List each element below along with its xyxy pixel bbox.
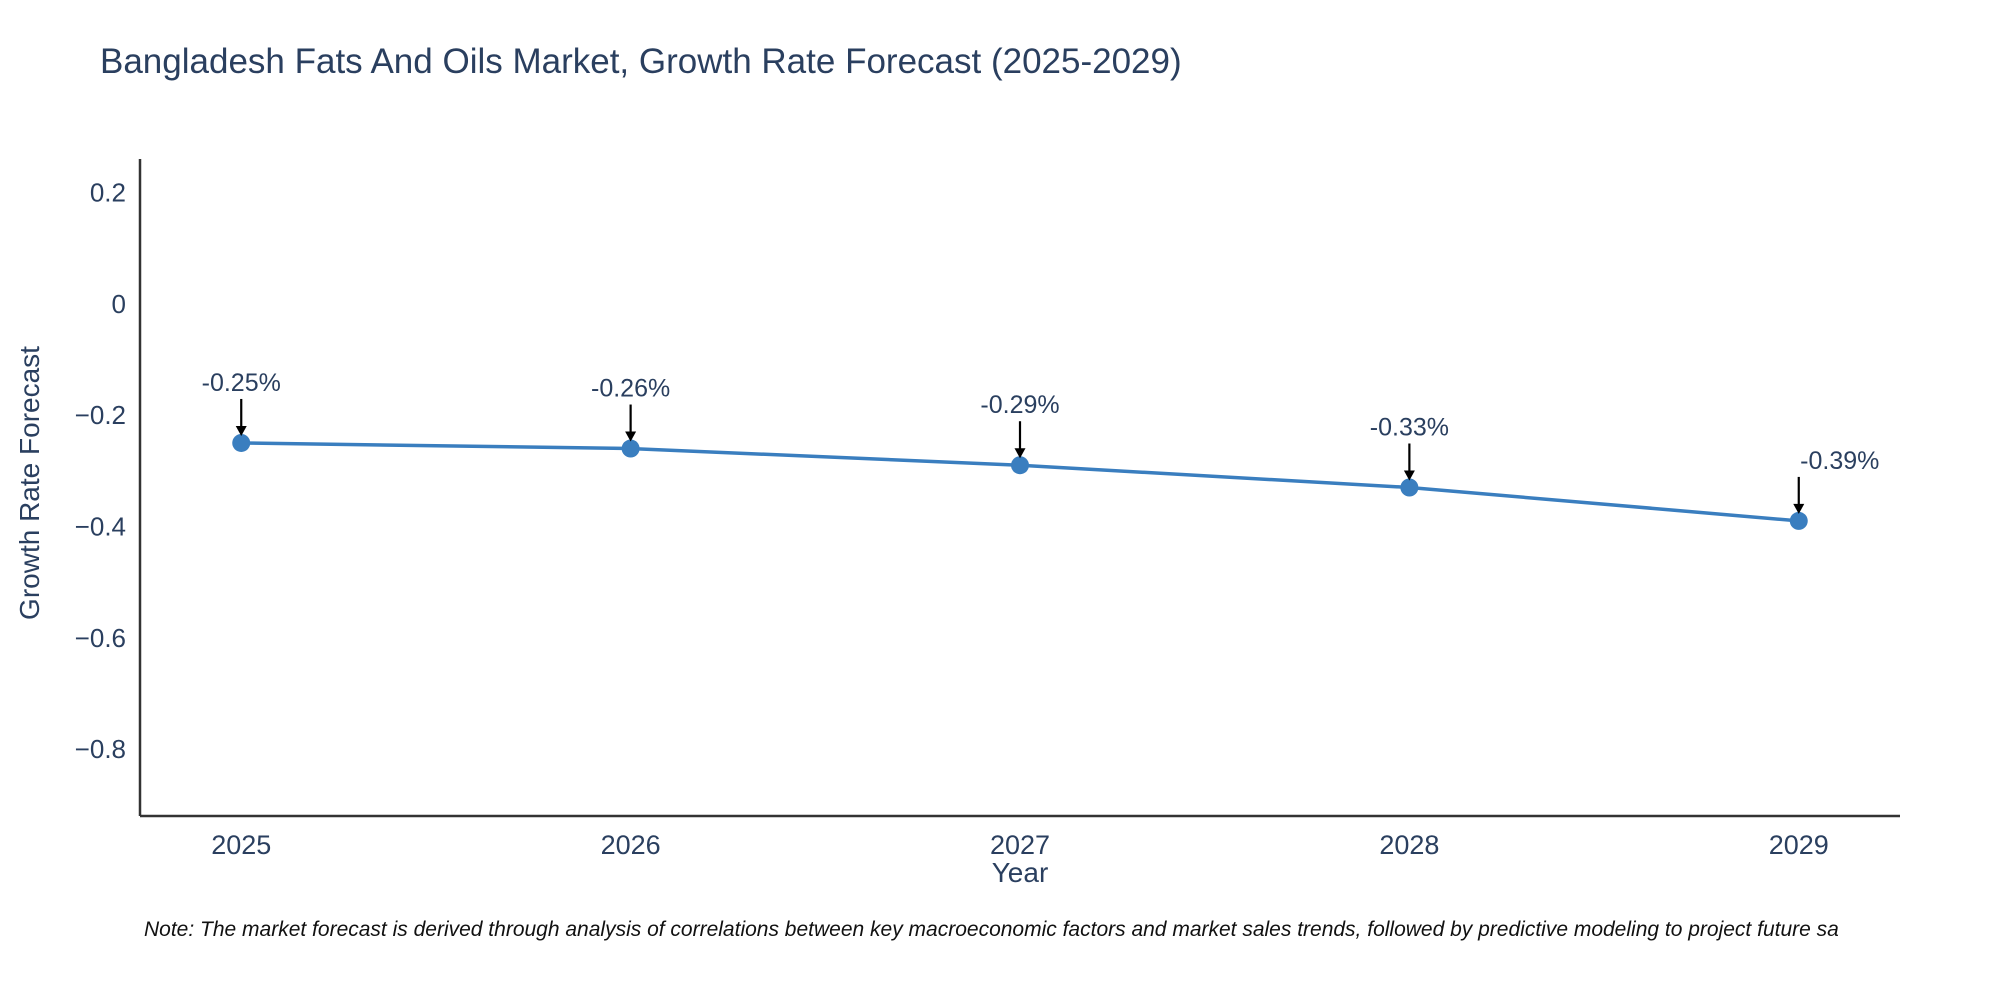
y-tick-label: 0 (112, 289, 126, 319)
y-tick-label: −0.2 (75, 400, 126, 430)
annotation-arrow-head (1403, 470, 1415, 481)
data-point-marker[interactable] (621, 439, 640, 458)
annotation-label: -0.25% (202, 369, 281, 397)
data-point-marker[interactable] (1789, 511, 1808, 530)
x-axis-title: Year (991, 857, 1049, 888)
annotation-label: -0.33% (1370, 414, 1449, 442)
footnote: Note: The market forecast is derived thr… (144, 918, 1839, 941)
annotation-label: -0.39% (1800, 447, 1879, 475)
annotation-arrow-head (625, 431, 637, 442)
y-tick-label: −0.6 (75, 623, 126, 653)
y-tick-label: −0.4 (75, 511, 126, 541)
annotation-arrow-head (1793, 503, 1805, 514)
y-tick-label: −0.8 (75, 734, 126, 764)
data-point-marker[interactable] (232, 433, 251, 452)
x-tick-label: 2025 (211, 830, 271, 860)
annotation-label: -0.26% (591, 375, 670, 403)
x-tick-label: 2029 (1769, 830, 1829, 860)
annotation-arrow-head (235, 425, 247, 436)
x-tick-label: 2028 (1379, 830, 1439, 860)
chart-title: Bangladesh Fats And Oils Market, Growth … (100, 42, 1182, 81)
annotation-label: -0.29% (980, 391, 1059, 419)
x-tick-label: 2026 (601, 830, 661, 860)
data-point-marker[interactable] (1011, 456, 1029, 475)
annotation-arrow-head (1014, 448, 1026, 459)
x-tick-label: 2027 (990, 830, 1050, 860)
data-point-marker[interactable] (1400, 478, 1419, 497)
y-tick-label: 0.2 (90, 177, 126, 207)
